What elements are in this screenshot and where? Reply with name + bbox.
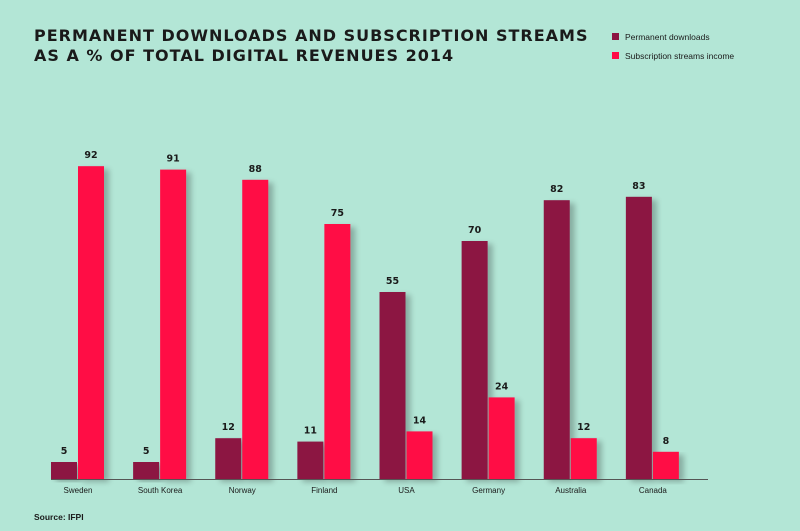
category-label-germany: Germany (472, 486, 505, 495)
chart-title: PERMANENT DOWNLOADS AND SUBSCRIPTION STR… (34, 26, 589, 66)
category-label-australia: Australia (555, 486, 587, 495)
chart-title-line-1: PERMANENT DOWNLOADS AND SUBSCRIPTION STR… (34, 26, 589, 45)
legend-item-permanent-downloads: Permanent downloads (612, 30, 734, 43)
bar-permanent-downloads-south-korea (133, 462, 160, 479)
category-label-south-korea: South Korea (138, 486, 183, 495)
value-label-subscription-streams-canada: 8 (663, 436, 670, 447)
value-label-subscription-streams-usa: 14 (413, 415, 427, 426)
bar-subscription-streams-norway (242, 179, 269, 480)
category-label-canada: Canada (639, 486, 668, 495)
value-label-permanent-downloads-germany: 70 (468, 225, 482, 236)
legend-label-subscription-streams: Subscription streams income (625, 50, 735, 61)
value-label-subscription-streams-sweden: 92 (84, 150, 97, 161)
bar-permanent-downloads-germany (461, 241, 488, 479)
bar-subscription-streams-finland (324, 224, 351, 479)
legend-swatch-subscription-streams (612, 52, 619, 59)
category-label-finland: Finland (311, 486, 337, 495)
legend-item-subscription-streams: Subscription streams income (612, 49, 734, 62)
category-label-usa: USA (398, 486, 415, 495)
category-label-sweden: Sweden (64, 486, 93, 495)
value-label-permanent-downloads-canada: 83 (632, 181, 645, 192)
legend: Permanent downloads Subscription streams… (612, 30, 734, 68)
value-label-permanent-downloads-sweden: 5 (61, 446, 68, 457)
bar-subscription-streams-canada (652, 451, 679, 479)
legend-swatch-permanent-downloads (612, 33, 619, 40)
value-label-subscription-streams-germany: 24 (495, 381, 509, 392)
category-label-norway: Norway (229, 486, 256, 495)
value-label-permanent-downloads-australia: 82 (550, 184, 563, 195)
source-note: Source: IFPI (34, 512, 84, 522)
value-label-subscription-streams-norway: 88 (249, 164, 263, 175)
value-label-permanent-downloads-finland: 11 (304, 426, 317, 437)
bar-subscription-streams-germany (488, 397, 515, 479)
value-label-permanent-downloads-norway: 12 (222, 422, 235, 433)
value-label-subscription-streams-australia: 12 (577, 422, 590, 433)
bar-subscription-streams-usa (406, 431, 433, 479)
bar-subscription-streams-australia (570, 438, 597, 479)
bar-subscription-streams-south-korea (160, 169, 187, 479)
bar-subscription-streams-sweden (78, 166, 104, 479)
chart-title-line-2: AS A % OF TOTAL DIGITAL REVENUES 2014 (34, 46, 455, 65)
bar-permanent-downloads-usa (379, 292, 406, 479)
bar-permanent-downloads-canada (625, 196, 652, 480)
value-label-permanent-downloads-south-korea: 5 (143, 446, 150, 457)
bar-permanent-downloads-sweden (51, 462, 77, 479)
legend-label-permanent-downloads: Permanent downloads (625, 31, 710, 42)
bar-permanent-downloads-australia (543, 200, 570, 479)
value-label-permanent-downloads-usa: 55 (386, 276, 399, 287)
bar-permanent-downloads-finland (297, 441, 324, 479)
bar-permanent-downloads-norway (215, 438, 242, 479)
value-label-subscription-streams-south-korea: 91 (167, 154, 180, 165)
value-label-subscription-streams-finland: 75 (331, 208, 344, 219)
